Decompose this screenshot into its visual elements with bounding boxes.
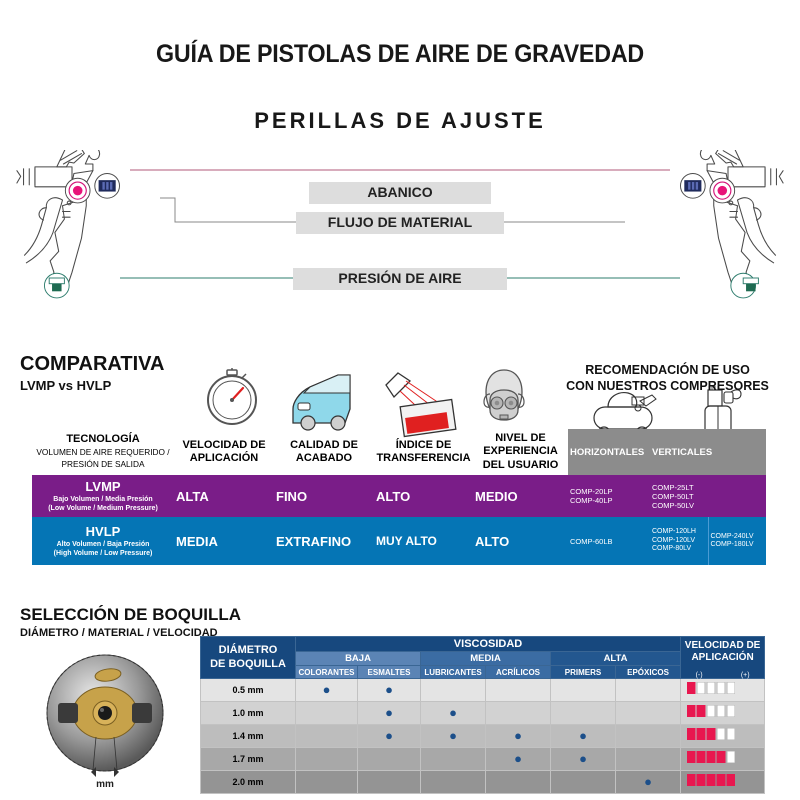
svg-text:mm: mm <box>96 779 114 790</box>
svg-text:PRESIÓN DE AIRE: PRESIÓN DE AIRE <box>338 269 461 286</box>
svg-text:ABANICO: ABANICO <box>367 184 432 200</box>
svg-text:FLUJO DE MATERIAL: FLUJO DE MATERIAL <box>328 214 473 230</box>
